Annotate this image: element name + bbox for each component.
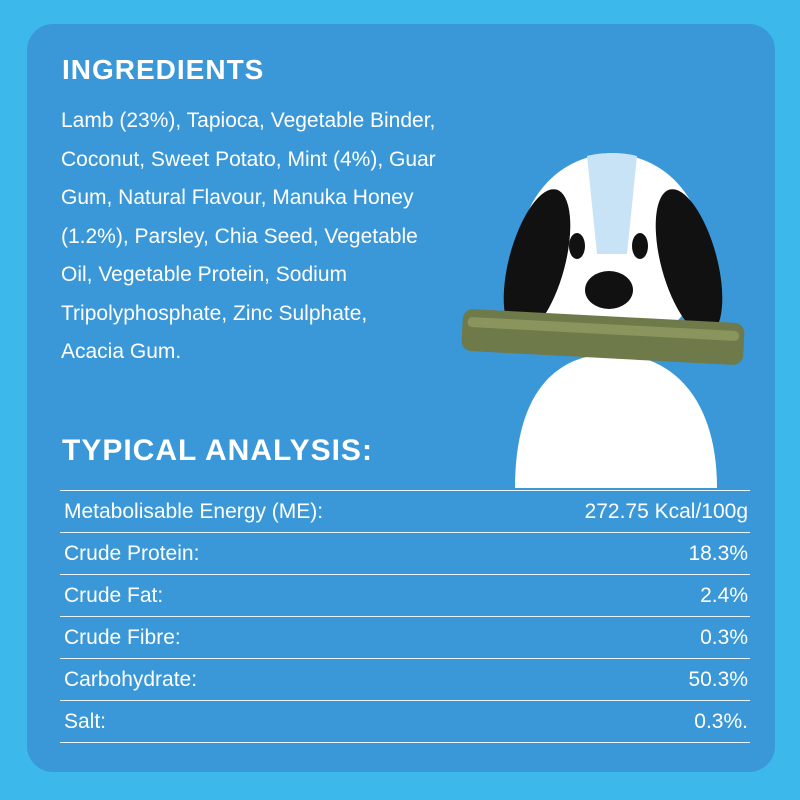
ingredients-title: INGREDIENTS: [62, 54, 265, 85]
analysis-row: Crude Protein: 18.3%: [60, 532, 750, 574]
ingredients-line: Coconut, Sweet Potato, Mint (4%), Guar: [61, 147, 436, 171]
ingredients-line: (1.2%), Parsley, Chia Seed, Vegetable: [61, 224, 418, 248]
analysis-row: Crude Fibre: 0.3%: [60, 616, 750, 658]
nutrient-value: 18.3%: [688, 541, 748, 565]
dog-illustration: [461, 153, 745, 488]
analysis-row: Salt: 0.3%.: [60, 700, 750, 743]
ingredients-line: Tripolyphosphate, Zinc Sulphate,: [61, 301, 368, 325]
nutrient-label: Metabolisable Energy (ME):: [64, 499, 324, 523]
nutrient-value: 50.3%: [688, 667, 748, 691]
card: INGREDIENTS Lamb (23%), Tapioca, Vegetab…: [27, 24, 775, 772]
analysis-title: TYPICAL ANALYSIS:: [62, 434, 373, 467]
ingredients-text: Lamb (23%), Tapioca, Vegetable Binder, Co…: [61, 102, 436, 372]
ingredients-line: Acacia Gum.: [61, 340, 182, 363]
nutrient-label: Carbohydrate:: [64, 667, 198, 691]
analysis-row: Crude Fat: 2.4%: [60, 574, 750, 616]
ingredients-line: Oil, Vegetable Protein, Sodium: [61, 263, 348, 286]
nutrient-label: Crude Fibre:: [64, 625, 181, 649]
ingredients-line: Gum, Natural Flavour, Manuka Honey: [61, 186, 414, 209]
nutrient-value: 0.3%.: [694, 709, 748, 733]
nutrient-value: 0.3%: [700, 625, 748, 649]
nutrient-label: Salt:: [64, 709, 107, 733]
nutrient-value: 272.75 Kcal/100g: [584, 499, 748, 523]
analysis-row: Metabolisable Energy (ME): 272.75 Kcal/10…: [60, 490, 750, 532]
nutrient-label: Crude Protein:: [64, 541, 200, 565]
analysis-table: Metabolisable Energy (ME): 272.75 Kcal/10…: [60, 490, 750, 743]
nutrient-label: Crude Fat:: [64, 583, 164, 607]
nutrient-value: 2.4%: [700, 583, 748, 607]
analysis-row: Carbohydrate: 50.3%: [60, 658, 750, 700]
ingredients-line: Lamb (23%), Tapioca, Vegetable Binder,: [61, 109, 436, 132]
